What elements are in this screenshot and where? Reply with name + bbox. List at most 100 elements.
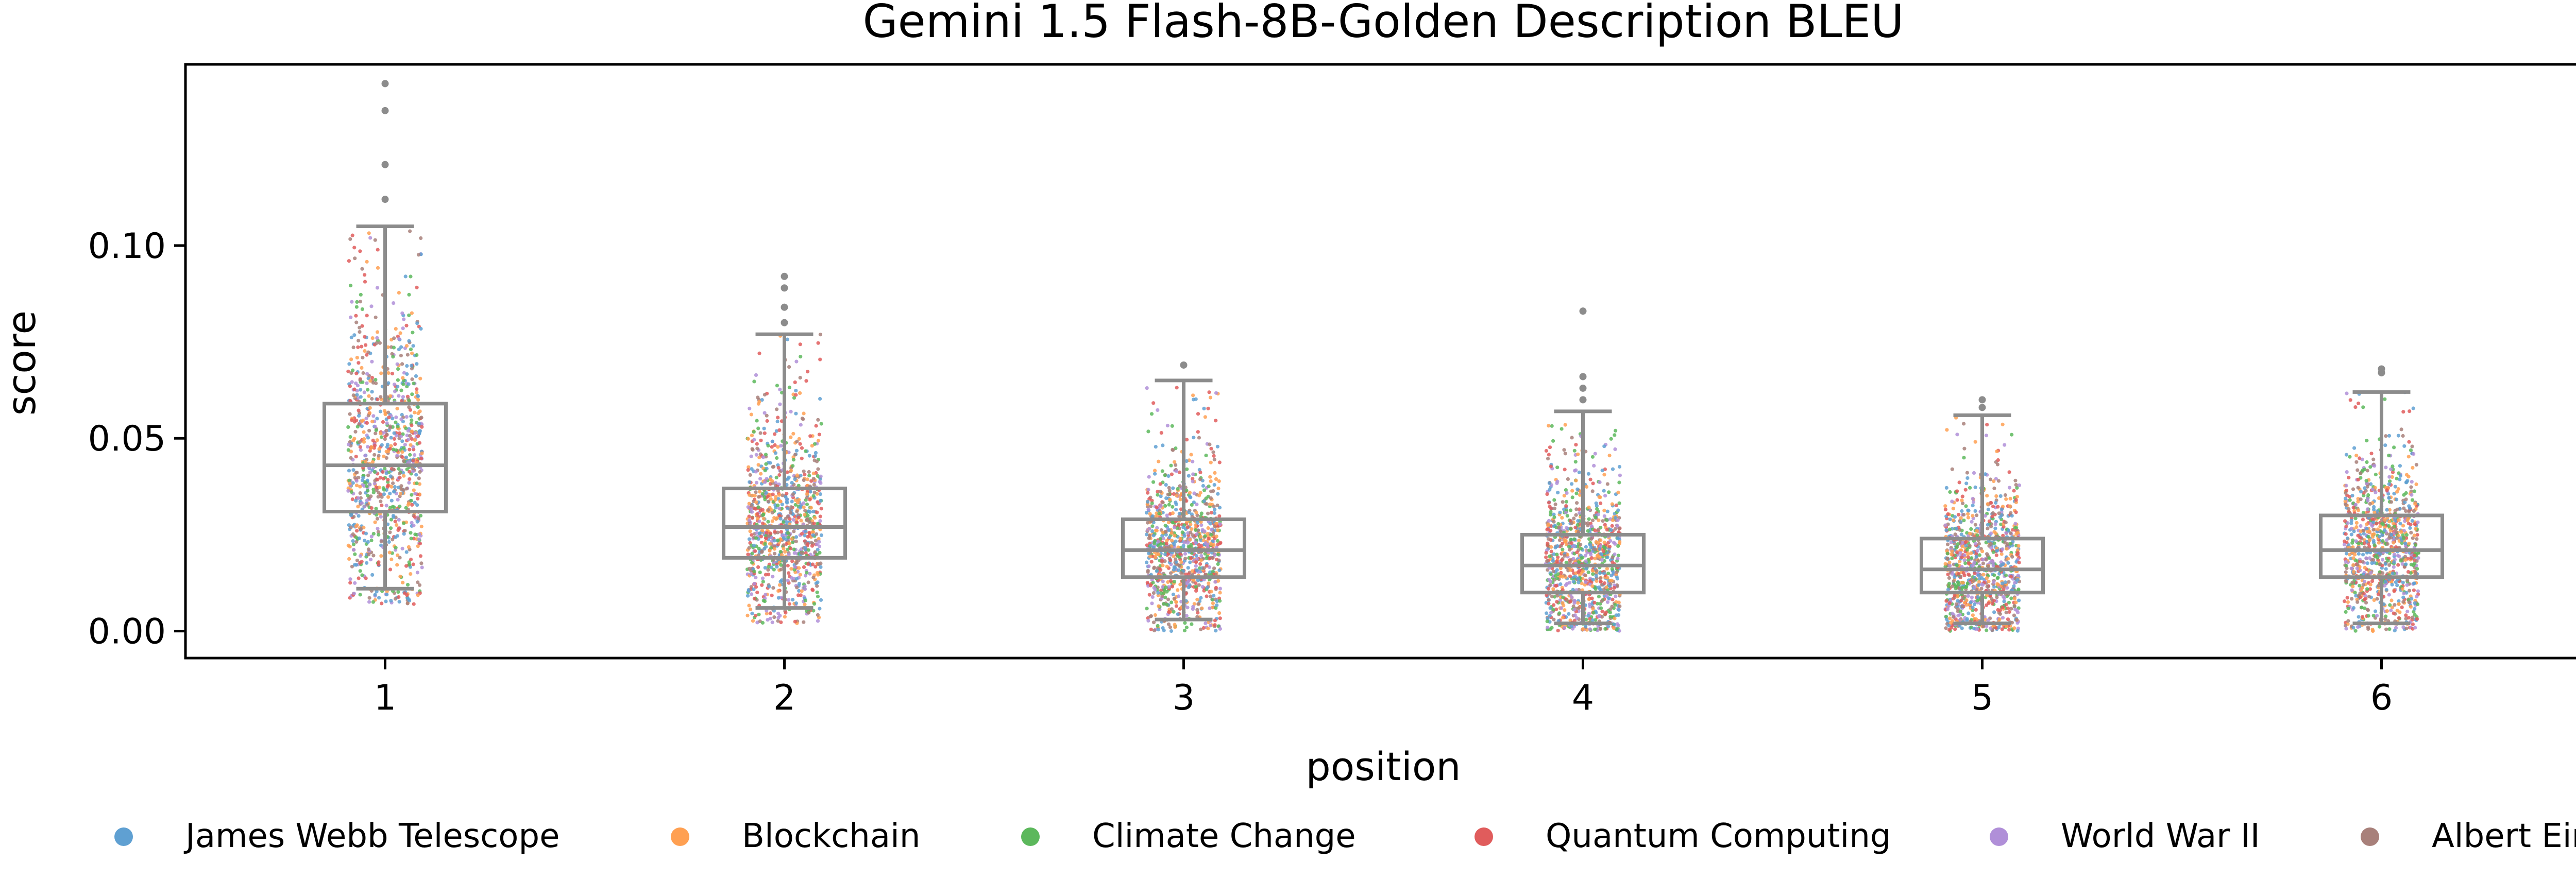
strip-point xyxy=(1598,571,1602,575)
strip-point xyxy=(384,599,388,603)
strip-point xyxy=(1165,423,1170,428)
strip-point xyxy=(1954,526,1958,530)
strip-point xyxy=(1199,534,1203,539)
strip-point xyxy=(749,607,753,611)
strip-points xyxy=(346,229,2420,633)
strip-point xyxy=(389,517,394,522)
strip-point xyxy=(398,472,402,476)
strip-point xyxy=(1552,506,1557,510)
strip-point xyxy=(1581,627,1585,631)
strip-point xyxy=(807,474,811,478)
strip-point xyxy=(353,429,358,434)
strip-point xyxy=(1611,560,1615,564)
strip-point xyxy=(808,497,812,502)
strip-point xyxy=(1575,523,1580,527)
strip-point xyxy=(1192,491,1196,495)
strip-point xyxy=(371,531,376,536)
strip-point xyxy=(1985,494,1989,498)
strip-point xyxy=(1188,491,1192,495)
strip-point xyxy=(766,520,770,524)
strip-point xyxy=(812,458,817,462)
strip-point xyxy=(1995,549,1999,553)
strip-point xyxy=(772,464,776,469)
strip-point xyxy=(370,396,374,401)
strip-point xyxy=(1947,576,1951,580)
strip-point xyxy=(404,506,408,510)
strip-point xyxy=(351,468,355,472)
strip-point xyxy=(754,480,759,485)
strip-point xyxy=(1598,587,1602,591)
strip-point xyxy=(365,421,369,425)
strip-point xyxy=(1953,575,1957,579)
strip-point xyxy=(2003,443,2007,447)
strip-point xyxy=(347,557,351,561)
strip-point xyxy=(1602,514,1606,518)
strip-point xyxy=(2010,555,2014,559)
strip-point xyxy=(398,556,402,560)
strip-point xyxy=(354,498,358,503)
strip-point xyxy=(1163,524,1167,528)
strip-point xyxy=(1957,582,1961,586)
strip-point xyxy=(416,593,420,597)
strip-point xyxy=(1558,510,1562,514)
strip-point xyxy=(2412,489,2416,493)
strip-point xyxy=(811,609,816,613)
strip-point xyxy=(803,587,807,591)
strip-point xyxy=(363,273,367,277)
strip-point xyxy=(388,530,392,534)
strip-point xyxy=(406,428,410,433)
strip-point xyxy=(791,492,795,496)
strip-point xyxy=(761,513,765,517)
strip-point xyxy=(1172,580,1176,584)
strip-point xyxy=(374,315,378,319)
strip-point xyxy=(754,453,758,457)
strip-point xyxy=(1177,514,1181,519)
strip-point xyxy=(407,399,411,403)
strip-point xyxy=(1159,504,1163,508)
strip-point xyxy=(1962,513,1966,517)
strip-point xyxy=(1189,522,1193,527)
strip-point xyxy=(798,391,802,395)
strip-point xyxy=(1191,479,1195,484)
strip-point xyxy=(1591,572,1595,576)
strip-point xyxy=(2014,618,2019,622)
strip-point xyxy=(773,432,777,436)
strip-point xyxy=(1202,499,1207,503)
strip-point xyxy=(754,614,758,618)
strip-point xyxy=(1613,552,1617,557)
strip-point xyxy=(752,597,756,601)
strip-point xyxy=(1167,489,1172,493)
strip-point xyxy=(800,532,804,536)
strip-point xyxy=(1163,552,1167,556)
strip-point xyxy=(387,416,391,420)
strip-point xyxy=(374,432,378,436)
strip-point xyxy=(793,619,797,624)
strip-point xyxy=(394,327,398,331)
strip-point xyxy=(1198,477,1202,481)
strip-point xyxy=(1209,624,1213,628)
strip-point xyxy=(778,549,783,554)
strip-point xyxy=(790,499,794,504)
strip-point xyxy=(413,453,417,457)
strip-point xyxy=(371,600,376,604)
strip-point xyxy=(410,429,414,434)
strip-point xyxy=(395,563,399,567)
strip-point xyxy=(756,516,760,521)
strip-point xyxy=(1585,485,1589,489)
strip-point xyxy=(358,561,362,565)
strip-point xyxy=(1183,621,1187,625)
strip-point xyxy=(1216,624,1221,628)
strip-point xyxy=(365,561,369,565)
strip-point xyxy=(360,344,364,349)
strip-point xyxy=(1580,581,1584,585)
strip-point xyxy=(356,496,360,501)
strip-point xyxy=(812,522,816,526)
strip-point xyxy=(1191,605,1195,609)
strip-point xyxy=(1995,449,1999,454)
strip-point xyxy=(1979,576,1984,580)
strip-point xyxy=(1560,427,1564,431)
strip-point xyxy=(405,434,409,438)
strip-point xyxy=(2014,498,2018,502)
strip-point xyxy=(1964,544,1968,548)
strip-point xyxy=(776,445,780,449)
